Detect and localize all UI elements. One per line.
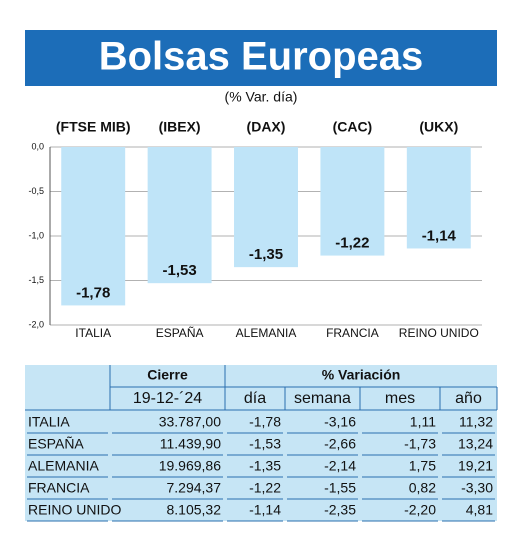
table-cell: -2,35 xyxy=(324,502,356,518)
value-label: -1,53 xyxy=(162,262,196,279)
table-cell: -3,30 xyxy=(461,480,493,496)
table-cell: 11,32 xyxy=(459,414,493,430)
y-tick-label: -1,5 xyxy=(28,275,44,285)
x-tick-label: ESPAÑA xyxy=(156,326,204,340)
table-cell: -1,73 xyxy=(404,436,436,452)
table-cell: 19.969,86 xyxy=(159,458,221,474)
bar xyxy=(320,147,385,256)
table-cell: -1,78 xyxy=(249,414,281,430)
value-label: -1,22 xyxy=(335,235,369,252)
table-cell: -3,16 xyxy=(324,414,356,430)
index-label: (FTSE MIB) xyxy=(56,119,131,135)
index-label: (UKX) xyxy=(419,119,458,135)
table-row-name: ALEMANIA xyxy=(28,458,99,474)
table-cell: 1,11 xyxy=(410,414,436,430)
table-cell: 13,24 xyxy=(458,436,493,452)
table-row-name: ESPAÑA xyxy=(28,436,84,452)
y-tick-label: -0,5 xyxy=(28,186,44,196)
y-tick-label: -1,0 xyxy=(28,230,44,240)
chart-subtitle: (% Var. día) xyxy=(225,89,298,105)
table-subheader: 19-12-´24 xyxy=(133,390,202,407)
table-header: % Variación xyxy=(322,367,401,383)
x-tick-label: REINO UNIDO xyxy=(399,326,479,340)
table-cell: -2,14 xyxy=(324,458,356,474)
table-cell: -1,53 xyxy=(249,436,281,452)
x-tick-label: ITALIA xyxy=(75,326,111,340)
table-header: Cierre xyxy=(147,367,188,383)
table-background xyxy=(25,365,497,521)
index-label: (IBEX) xyxy=(159,119,201,135)
value-label: -1,78 xyxy=(76,284,110,301)
chart-title: Bolsas Europeas xyxy=(99,35,424,79)
bar xyxy=(61,147,126,306)
table-cell: 33.787,00 xyxy=(159,414,221,430)
table-cell: 1,75 xyxy=(409,458,436,474)
x-tick-label: FRANCIA xyxy=(326,326,379,340)
table-cell: 7.294,37 xyxy=(167,480,222,496)
table-cell: 8.105,32 xyxy=(167,502,222,518)
value-label: -1,35 xyxy=(249,246,283,263)
table-cell: -1,55 xyxy=(324,480,356,496)
table-row-name: ITALIA xyxy=(28,414,70,430)
x-tick-label: ALEMANIA xyxy=(236,326,297,340)
table-cell: -1,14 xyxy=(249,502,281,518)
table-cell: -1,22 xyxy=(249,480,281,496)
table-subheader: año xyxy=(455,390,482,407)
bar xyxy=(406,147,471,249)
table-cell: -1,35 xyxy=(249,458,281,474)
bar xyxy=(234,147,298,268)
bar xyxy=(147,147,212,284)
table-cell: 4,81 xyxy=(466,502,493,518)
table-cell: 0,82 xyxy=(409,480,436,496)
index-label: (CAC) xyxy=(333,119,373,135)
table-row-name: REINO UNIDO xyxy=(28,502,121,518)
table-row-name: FRANCIA xyxy=(28,480,90,496)
y-tick-label: -2,0 xyxy=(28,319,44,329)
table-subheader: semana xyxy=(294,390,351,407)
index-label: (DAX) xyxy=(247,119,286,135)
value-label: -1,14 xyxy=(422,227,457,244)
table-cell: -2,20 xyxy=(404,502,436,518)
table-cell: 11.439,90 xyxy=(160,436,221,452)
table-subheader: día xyxy=(244,390,266,407)
title-band xyxy=(25,30,497,86)
y-tick-label: 0,0 xyxy=(31,141,44,151)
table-cell: -2,66 xyxy=(324,436,356,452)
table-cell: 19,21 xyxy=(458,458,493,474)
table-subheader: mes xyxy=(385,390,415,407)
